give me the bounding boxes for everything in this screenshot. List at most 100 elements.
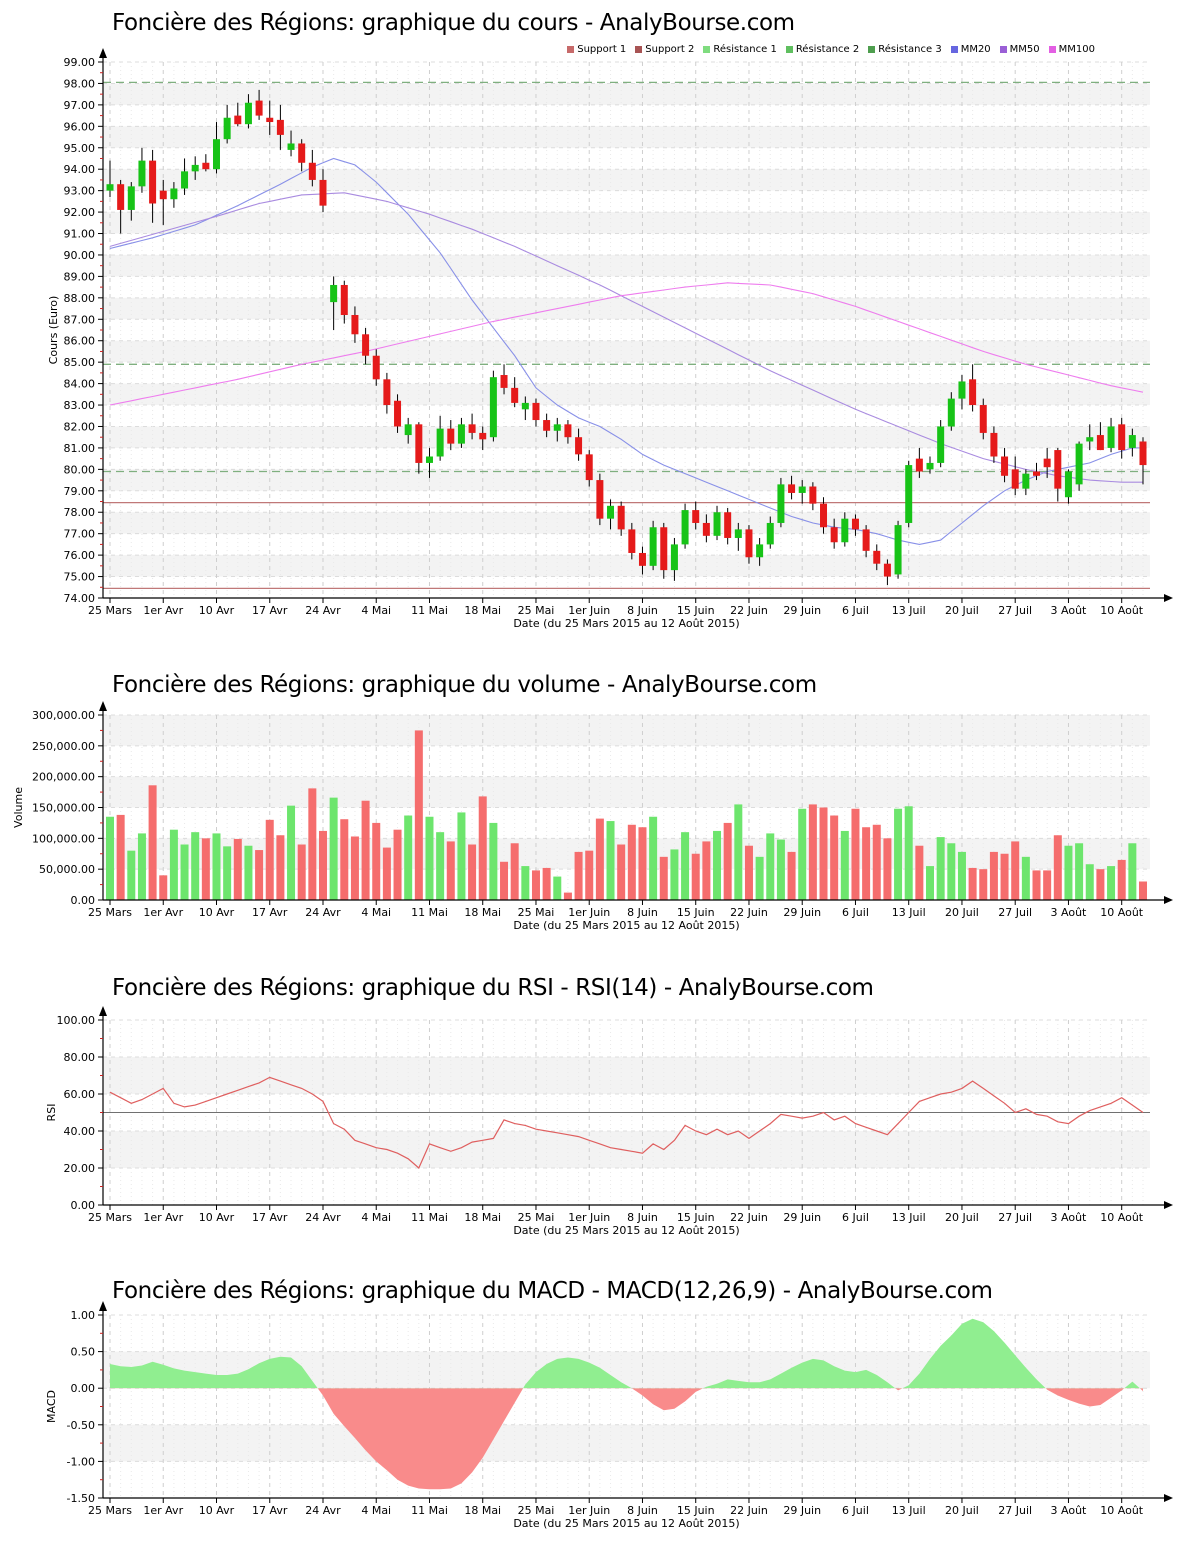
y-axis-title: Cours (Euro) — [47, 296, 60, 365]
svg-text:8 Juin: 8 Juin — [627, 1504, 658, 1517]
svg-text:50,000.00: 50,000.00 — [39, 863, 95, 876]
x-axis-ticks: 25 Mars 1er Avr 10 Avr 17 Avr 24 Avr 4 Mai 11 … — [88, 900, 1144, 919]
svg-text:25 Mars: 25 Mars — [88, 604, 132, 617]
svg-text:20 Juil: 20 Juil — [945, 1504, 979, 1517]
svg-text:27 Juil: 27 Juil — [998, 604, 1032, 617]
svg-text:100,000.00: 100,000.00 — [32, 832, 95, 845]
svg-text:18 Mai: 18 Mai — [464, 604, 501, 617]
x-axis-ticks: 25 Mars 1er Avr 10 Avr 17 Avr 24 Avr 4 Mai 11 … — [88, 1205, 1144, 1224]
svg-text:27 Juil: 27 Juil — [998, 1211, 1032, 1224]
svg-text:15 Juin: 15 Juin — [677, 906, 715, 919]
svg-text:22 Juin: 22 Juin — [730, 906, 768, 919]
legend-swatch — [567, 46, 575, 53]
moving-average-lines — [109, 157, 1144, 545]
axes: Date (du 25 Mars 2015 au 12 Août 2015) Co… — [47, 48, 1173, 630]
axes: Date (du 25 Mars 2015 au 12 Août 2015) RS… — [45, 1006, 1173, 1237]
x-axis-title: Date (du 25 Mars 2015 au 12 Août 2015) — [513, 1517, 739, 1530]
svg-text:17 Avr: 17 Avr — [252, 1211, 288, 1224]
svg-text:3 Août: 3 Août — [1051, 906, 1088, 919]
svg-text:6 Juil: 6 Juil — [842, 604, 869, 617]
rsi-line — [109, 1076, 1144, 1169]
svg-text:80.00: 80.00 — [64, 1051, 96, 1064]
svg-text:24 Avr: 24 Avr — [305, 906, 341, 919]
svg-text:87.00: 87.00 — [64, 313, 96, 326]
svg-text:0.00: 0.00 — [71, 1199, 96, 1212]
macd-area — [110, 1318, 1143, 1490]
svg-text:22 Juin: 22 Juin — [730, 1211, 768, 1224]
svg-text:6 Juil: 6 Juil — [842, 1504, 869, 1517]
legend-label: Résistance 1 — [713, 44, 777, 55]
svg-text:10 Août: 10 Août — [1100, 1504, 1144, 1517]
legend-item-résistance-3: Résistance 3 — [868, 44, 942, 55]
svg-text:18 Mai: 18 Mai — [464, 1211, 501, 1224]
plot-stripes — [103, 715, 1150, 870]
price-chart-title: Foncière des Régions: graphique du cours… — [112, 10, 795, 36]
svg-text:13 Juil: 13 Juil — [892, 1504, 926, 1517]
svg-text:29 Juin: 29 Juin — [783, 906, 821, 919]
svg-text:300,000.00: 300,000.00 — [32, 709, 95, 722]
legend-label: MM20 — [960, 44, 991, 55]
svg-text:1er Avr: 1er Avr — [143, 1504, 183, 1517]
svg-text:20.00: 20.00 — [64, 1162, 96, 1175]
level-lines — [103, 81, 1150, 590]
svg-text:79.00: 79.00 — [64, 485, 96, 498]
legend-label: MM100 — [1058, 44, 1095, 55]
svg-text:92.00: 92.00 — [64, 206, 96, 219]
svg-text:25 Mars: 25 Mars — [88, 1504, 132, 1517]
rsi-chart-svg: Date (du 25 Mars 2015 au 12 Août 2015) RS… — [45, 1006, 1173, 1237]
svg-text:90.00: 90.00 — [64, 249, 96, 262]
svg-text:10 Avr: 10 Avr — [199, 906, 235, 919]
svg-text:77.00: 77.00 — [64, 528, 96, 541]
price-chart-legend: Support 1 Support 2 Résistance 1 Résistance… — [567, 44, 1095, 55]
svg-text:10 Août: 10 Août — [1100, 906, 1144, 919]
x-axis-title: Date (du 25 Mars 2015 au 12 Août 2015) — [513, 1224, 739, 1237]
svg-text:-1.50: -1.50 — [67, 1492, 95, 1505]
svg-text:8 Juin: 8 Juin — [627, 906, 658, 919]
svg-text:250,000.00: 250,000.00 — [32, 740, 95, 753]
svg-text:150,000.00: 150,000.00 — [32, 802, 95, 815]
svg-text:29 Juin: 29 Juin — [783, 1211, 821, 1224]
svg-text:20 Juil: 20 Juil — [945, 1211, 979, 1224]
legend-swatch — [635, 46, 643, 53]
legend-label: MM50 — [1009, 44, 1040, 55]
y-axis-title: Volume — [12, 787, 25, 828]
svg-text:13 Juil: 13 Juil — [892, 604, 926, 617]
svg-text:76.00: 76.00 — [64, 549, 96, 562]
legend-swatch — [999, 46, 1007, 53]
macd-chart-svg: Date (du 25 Mars 2015 au 12 Août 2015) MA… — [45, 1301, 1173, 1530]
svg-text:4 Mai: 4 Mai — [361, 604, 391, 617]
svg-text:1er Juin: 1er Juin — [568, 906, 610, 919]
x-axis-ticks: 25 Mars 1er Avr 10 Avr 17 Avr 24 Avr 4 Mai 11 … — [88, 598, 1144, 617]
svg-text:25 Mai: 25 Mai — [518, 1504, 555, 1517]
svg-text:18 Mai: 18 Mai — [464, 906, 501, 919]
svg-text:1er Avr: 1er Avr — [143, 906, 183, 919]
y-axis-ticks: 74.00 75.00 76.00 77.00 78.00 79.00 80.00 81.00… — [64, 56, 103, 605]
svg-text:6 Juil: 6 Juil — [842, 1211, 869, 1224]
svg-text:24 Avr: 24 Avr — [305, 1211, 341, 1224]
x-axis-title: Date (du 25 Mars 2015 au 12 Août 2015) — [513, 617, 739, 630]
x-axis-title: Date (du 25 Mars 2015 au 12 Août 2015) — [513, 919, 739, 932]
svg-text:84.00: 84.00 — [64, 378, 96, 391]
plot-stripes — [103, 1057, 1150, 1168]
svg-text:20 Juil: 20 Juil — [945, 604, 979, 617]
svg-text:1er Juin: 1er Juin — [568, 604, 610, 617]
svg-text:11 Mai: 11 Mai — [411, 1211, 448, 1224]
y-axis-ticks: 0.00 20.00 40.00 60.00 80.00 100.00 — [57, 1014, 103, 1212]
y-axis-title: RSI — [45, 1104, 58, 1122]
svg-text:10 Avr: 10 Avr — [199, 1211, 235, 1224]
svg-text:29 Juin: 29 Juin — [783, 1504, 821, 1517]
svg-text:91.00: 91.00 — [64, 228, 96, 241]
svg-text:85.00: 85.00 — [64, 356, 96, 369]
legend-label: Résistance 2 — [795, 44, 860, 55]
axes: Date (du 25 Mars 2015 au 12 Août 2015) Vo… — [12, 701, 1173, 932]
legend-swatch — [703, 46, 711, 53]
svg-text:10 Août: 10 Août — [1100, 1211, 1144, 1224]
axes: Date (du 25 Mars 2015 au 12 Août 2015) MA… — [45, 1301, 1173, 1530]
svg-text:-1.00: -1.00 — [67, 1455, 95, 1468]
legend-swatch — [950, 46, 958, 53]
svg-text:1er Avr: 1er Avr — [143, 1211, 183, 1224]
macd-chart-section: Foncière des Régions: graphique du MACD … — [0, 1240, 1200, 1550]
svg-text:4 Mai: 4 Mai — [361, 906, 391, 919]
legend-swatch — [868, 46, 876, 53]
